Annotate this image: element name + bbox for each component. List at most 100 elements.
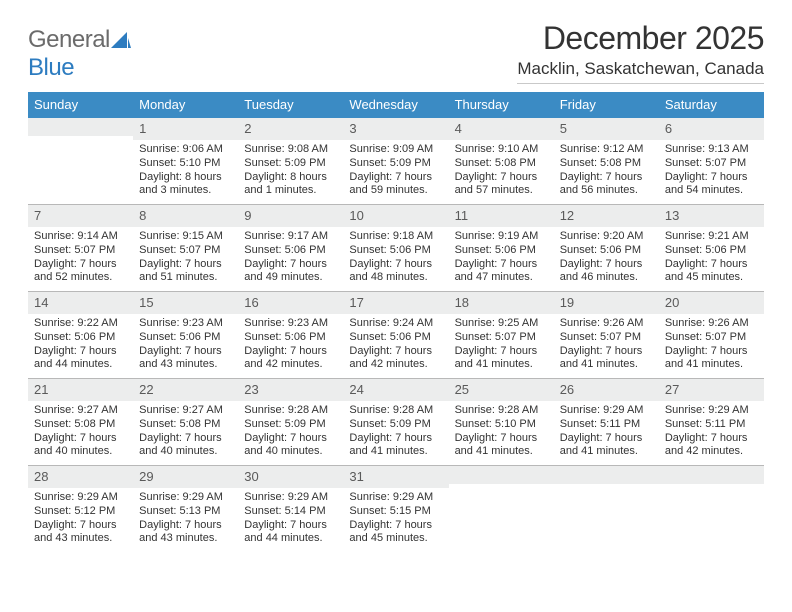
daynum-row: 30	[238, 466, 343, 488]
cell-sunset: Sunset: 5:07 PM	[663, 157, 760, 171]
calendar-week: 21Sunrise: 9:27 AMSunset: 5:08 PMDayligh…	[28, 379, 764, 466]
calendar-cell: 17Sunrise: 9:24 AMSunset: 5:06 PMDayligh…	[343, 292, 448, 378]
cell-sunrise: Sunrise: 9:17 AM	[242, 230, 339, 244]
calendar-cell: 6Sunrise: 9:13 AMSunset: 5:07 PMDaylight…	[659, 118, 764, 204]
day-number: 14	[34, 295, 48, 310]
cell-daylight2: and 54 minutes.	[663, 184, 760, 198]
daynum-row-empty	[449, 466, 554, 484]
daynum-row: 29	[133, 466, 238, 488]
calendar-cell: 23Sunrise: 9:28 AMSunset: 5:09 PMDayligh…	[238, 379, 343, 465]
cell-daylight1: Daylight: 7 hours	[32, 345, 129, 359]
cell-daylight1: Daylight: 7 hours	[347, 171, 444, 185]
calendar-day-header: Sunday Monday Tuesday Wednesday Thursday…	[28, 92, 764, 118]
sail-icon	[111, 32, 131, 48]
cell-daylight1: Daylight: 7 hours	[347, 258, 444, 272]
day-number: 16	[244, 295, 258, 310]
daynum-row: 17	[343, 292, 448, 314]
daynum-row: 6	[659, 118, 764, 140]
cell-daylight2: and 45 minutes.	[663, 271, 760, 285]
cell-sunrise: Sunrise: 9:28 AM	[347, 404, 444, 418]
day-header-tuesday: Tuesday	[238, 92, 343, 118]
cell-daylight1: Daylight: 7 hours	[663, 171, 760, 185]
cell-daylight1: Daylight: 7 hours	[242, 258, 339, 272]
daynum-row: 7	[28, 205, 133, 227]
cell-sunrise: Sunrise: 9:28 AM	[242, 404, 339, 418]
calendar-cell	[449, 466, 554, 552]
cell-sunset: Sunset: 5:07 PM	[663, 331, 760, 345]
cell-daylight1: Daylight: 7 hours	[663, 345, 760, 359]
cell-daylight1: Daylight: 7 hours	[347, 519, 444, 533]
cell-daylight2: and 3 minutes.	[137, 184, 234, 198]
cell-daylight2: and 42 minutes.	[347, 358, 444, 372]
cell-sunrise: Sunrise: 9:23 AM	[242, 317, 339, 331]
logo-text: GeneralBlue	[28, 26, 129, 82]
calendar-cell: 13Sunrise: 9:21 AMSunset: 5:06 PMDayligh…	[659, 205, 764, 291]
calendar-cell: 7Sunrise: 9:14 AMSunset: 5:07 PMDaylight…	[28, 205, 133, 291]
daynum-row: 19	[554, 292, 659, 314]
cell-sunrise: Sunrise: 9:19 AM	[453, 230, 550, 244]
cell-daylight2: and 46 minutes.	[558, 271, 655, 285]
calendar-cell: 4Sunrise: 9:10 AMSunset: 5:08 PMDaylight…	[449, 118, 554, 204]
daynum-row: 23	[238, 379, 343, 401]
cell-sunrise: Sunrise: 9:24 AM	[347, 317, 444, 331]
daynum-row: 13	[659, 205, 764, 227]
daynum-row: 8	[133, 205, 238, 227]
cell-daylight2: and 40 minutes.	[32, 445, 129, 459]
cell-sunset: Sunset: 5:07 PM	[558, 331, 655, 345]
cell-daylight1: Daylight: 8 hours	[242, 171, 339, 185]
daynum-row: 12	[554, 205, 659, 227]
day-number: 19	[560, 295, 574, 310]
day-header-sunday: Sunday	[28, 92, 133, 118]
calendar-week: 28Sunrise: 9:29 AMSunset: 5:12 PMDayligh…	[28, 466, 764, 552]
cell-daylight2: and 41 minutes.	[453, 358, 550, 372]
cell-daylight2: and 42 minutes.	[663, 445, 760, 459]
cell-sunset: Sunset: 5:07 PM	[137, 244, 234, 258]
cell-daylight2: and 41 minutes.	[663, 358, 760, 372]
daynum-row: 5	[554, 118, 659, 140]
daynum-row: 11	[449, 205, 554, 227]
cell-sunset: Sunset: 5:06 PM	[242, 331, 339, 345]
cell-sunset: Sunset: 5:15 PM	[347, 505, 444, 519]
cell-sunrise: Sunrise: 9:29 AM	[137, 491, 234, 505]
day-header-saturday: Saturday	[659, 92, 764, 118]
cell-daylight2: and 41 minutes.	[558, 445, 655, 459]
cell-daylight2: and 59 minutes.	[347, 184, 444, 198]
cell-sunset: Sunset: 5:11 PM	[663, 418, 760, 432]
cell-daylight2: and 40 minutes.	[242, 445, 339, 459]
day-number: 6	[665, 121, 672, 136]
cell-sunset: Sunset: 5:06 PM	[558, 244, 655, 258]
daynum-row: 20	[659, 292, 764, 314]
cell-sunset: Sunset: 5:06 PM	[137, 331, 234, 345]
daynum-row: 22	[133, 379, 238, 401]
cell-sunrise: Sunrise: 9:12 AM	[558, 143, 655, 157]
daynum-row: 21	[28, 379, 133, 401]
calendar-week: 7Sunrise: 9:14 AMSunset: 5:07 PMDaylight…	[28, 205, 764, 292]
daynum-row: 3	[343, 118, 448, 140]
day-number: 31	[349, 469, 363, 484]
cell-sunset: Sunset: 5:09 PM	[347, 418, 444, 432]
cell-daylight1: Daylight: 7 hours	[663, 258, 760, 272]
cell-sunrise: Sunrise: 9:22 AM	[32, 317, 129, 331]
calendar-cell: 31Sunrise: 9:29 AMSunset: 5:15 PMDayligh…	[343, 466, 448, 552]
calendar-cell: 15Sunrise: 9:23 AMSunset: 5:06 PMDayligh…	[133, 292, 238, 378]
day-number: 8	[139, 208, 146, 223]
cell-daylight1: Daylight: 7 hours	[558, 171, 655, 185]
cell-sunset: Sunset: 5:10 PM	[137, 157, 234, 171]
cell-daylight1: Daylight: 7 hours	[32, 258, 129, 272]
daynum-row-empty	[554, 466, 659, 484]
day-number: 5	[560, 121, 567, 136]
day-number: 26	[560, 382, 574, 397]
cell-sunrise: Sunrise: 9:09 AM	[347, 143, 444, 157]
cell-sunset: Sunset: 5:11 PM	[558, 418, 655, 432]
cell-daylight2: and 41 minutes.	[558, 358, 655, 372]
day-number: 7	[34, 208, 41, 223]
day-number: 23	[244, 382, 258, 397]
calendar-week: 1Sunrise: 9:06 AMSunset: 5:10 PMDaylight…	[28, 118, 764, 205]
cell-sunrise: Sunrise: 9:15 AM	[137, 230, 234, 244]
cell-sunset: Sunset: 5:06 PM	[242, 244, 339, 258]
cell-daylight1: Daylight: 7 hours	[137, 432, 234, 446]
daynum-row: 27	[659, 379, 764, 401]
calendar-week: 14 Sunrise: 9:22 AM Sunset: 5:06 PM Dayligh…	[28, 292, 764, 379]
calendar-cell: 26Sunrise: 9:29 AMSunset: 5:11 PMDayligh…	[554, 379, 659, 465]
day-number: 21	[34, 382, 48, 397]
